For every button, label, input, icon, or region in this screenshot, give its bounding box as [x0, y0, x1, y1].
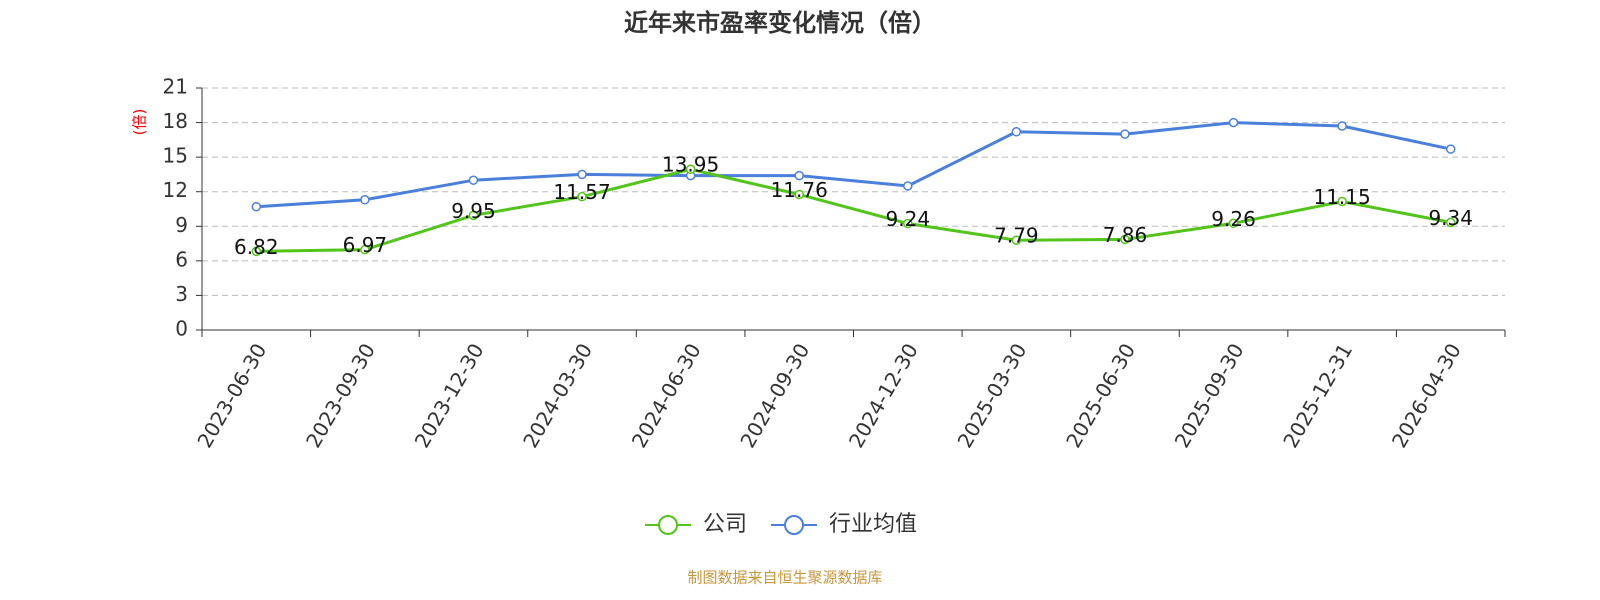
y-tick-label: 9	[175, 213, 188, 237]
x-tick-label: 2023-06-30	[192, 339, 271, 452]
data-label: 11.57	[553, 180, 610, 204]
data-point	[1228, 117, 1239, 128]
y-tick-label: 21	[163, 75, 188, 99]
x-tick-label: 2026-04-30	[1387, 339, 1466, 452]
data-point	[1120, 129, 1130, 139]
data-point	[1011, 235, 1022, 245]
data-point	[1337, 121, 1347, 131]
source-note: 制图数据来自恒生聚源数据库	[687, 569, 882, 587]
x-tick-label: 2023-09-30	[301, 339, 380, 452]
y-tick-label: 6	[175, 247, 188, 271]
x-tick-label: 2024-12-30	[844, 339, 923, 452]
data-label: 9.26	[1211, 207, 1256, 231]
data-point	[251, 246, 262, 257]
data-point	[794, 189, 804, 200]
legend-marker	[784, 515, 805, 535]
data-point	[794, 170, 804, 181]
data-point	[468, 175, 479, 185]
data-label: 6.97	[343, 233, 388, 257]
x-tick-label: 2025-06-30	[1061, 339, 1140, 452]
data-point	[577, 169, 587, 180]
data-label: 11.15	[1313, 185, 1370, 209]
data-label: 7.86	[1103, 223, 1148, 247]
data-label: 13.95	[662, 153, 719, 177]
x-tick-label: 2025-12-31	[1278, 339, 1357, 452]
y-tick-label: 0	[175, 317, 188, 341]
data-label: 9.24	[886, 207, 931, 231]
y-axis-label: (倍)	[131, 109, 149, 136]
data-point	[360, 195, 370, 205]
data-point	[1445, 217, 1456, 228]
data-point	[1228, 218, 1239, 229]
x-tick-label: 2024-06-30	[627, 339, 706, 452]
x-tick-label: 2024-09-30	[735, 339, 814, 452]
data-point	[903, 181, 913, 191]
x-tick-label: 2024-03-30	[518, 339, 597, 452]
x-tick-label: 2025-09-30	[1170, 339, 1249, 452]
data-label: 7.79	[994, 224, 1039, 248]
legend-label: 行业均值	[829, 512, 917, 537]
data-label: 9.95	[451, 199, 496, 223]
data-label: 6.82	[234, 235, 279, 259]
data-point	[903, 218, 913, 229]
x-tick-label: 2023-12-30	[410, 339, 489, 452]
legend-marker	[658, 515, 678, 535]
x-tick-label: 2025-03-30	[953, 339, 1032, 452]
data-point	[1337, 196, 1347, 207]
chart-title: 近年来市盈率变化情况（倍）	[624, 9, 936, 37]
y-tick-label: 18	[163, 109, 188, 133]
data-point	[1120, 234, 1130, 245]
data-label: 9.34	[1428, 206, 1473, 230]
y-tick-label: 12	[163, 178, 188, 202]
series-line	[256, 167, 1451, 253]
data-point	[1445, 144, 1456, 154]
data-label: 11.76	[771, 178, 828, 202]
y-tick-label: 3	[175, 282, 188, 306]
data-point	[468, 210, 479, 221]
data-point	[577, 191, 587, 202]
series-line	[256, 121, 1452, 209]
legend-label: 公司	[703, 512, 747, 537]
data-point	[1011, 127, 1022, 137]
data-point	[360, 244, 370, 255]
data-point	[251, 201, 262, 212]
data-point	[685, 164, 696, 174]
y-tick-label: 15	[163, 144, 188, 168]
